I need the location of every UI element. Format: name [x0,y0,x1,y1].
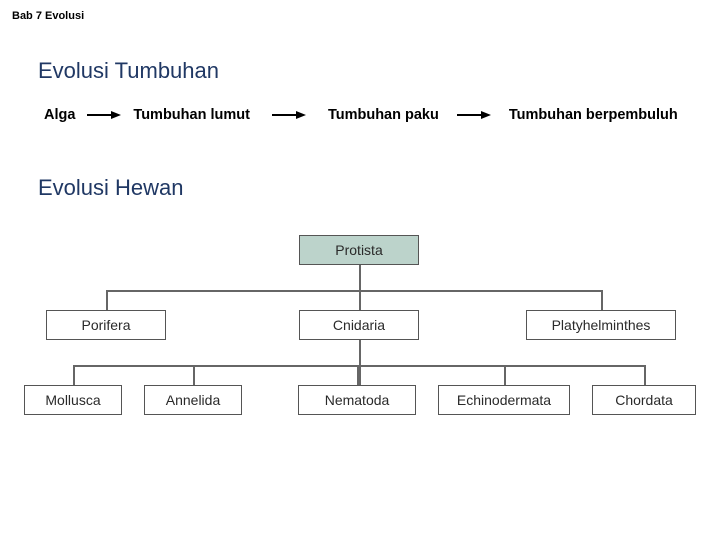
tree-connector [357,365,359,385]
plant-stage: Tumbuhan paku [328,107,439,123]
chapter-title: Bab 7 Evolusi [12,10,84,22]
tree-connector [504,365,506,385]
tree-connector [359,340,361,385]
tree-connector [106,290,601,292]
arrow-right-icon [272,110,306,120]
plant-stage: Alga [44,107,75,123]
tree-node-annelida: Annelida [144,385,242,415]
tree-connector [359,290,361,310]
plant-stage: Tumbuhan berpembuluh [509,107,678,123]
tree-node-cnidaria: Cnidaria [299,310,419,340]
plant-evolution-chain: Alga Tumbuhan lumut Tumbuhan paku Tumbuh… [44,100,704,130]
tree-node-platyhelminthes: Platyhelminthes [526,310,676,340]
tree-node-nematoda: Nematoda [298,385,416,415]
tree-connector [601,290,603,310]
tree-node-chordata: Chordata [592,385,696,415]
tree-connector [644,365,646,385]
tree-connector [193,365,195,385]
arrow-right-icon [87,110,121,120]
section-heading-animals: Evolusi Hewan [38,175,184,201]
tree-node-porifera: Porifera [46,310,166,340]
tree-node-echinodermata: Echinodermata [438,385,570,415]
tree-connector [73,365,75,385]
plant-stage: Tumbuhan lumut [133,107,250,123]
tree-node-mollusca: Mollusca [24,385,122,415]
tree-connector [106,290,108,310]
section-heading-plants: Evolusi Tumbuhan [38,58,219,84]
animal-evolution-tree: Protista Porifera Cnidaria Platyhelminthes M… [10,225,710,455]
tree-node-protista: Protista [299,235,419,265]
arrow-right-icon [457,110,491,120]
